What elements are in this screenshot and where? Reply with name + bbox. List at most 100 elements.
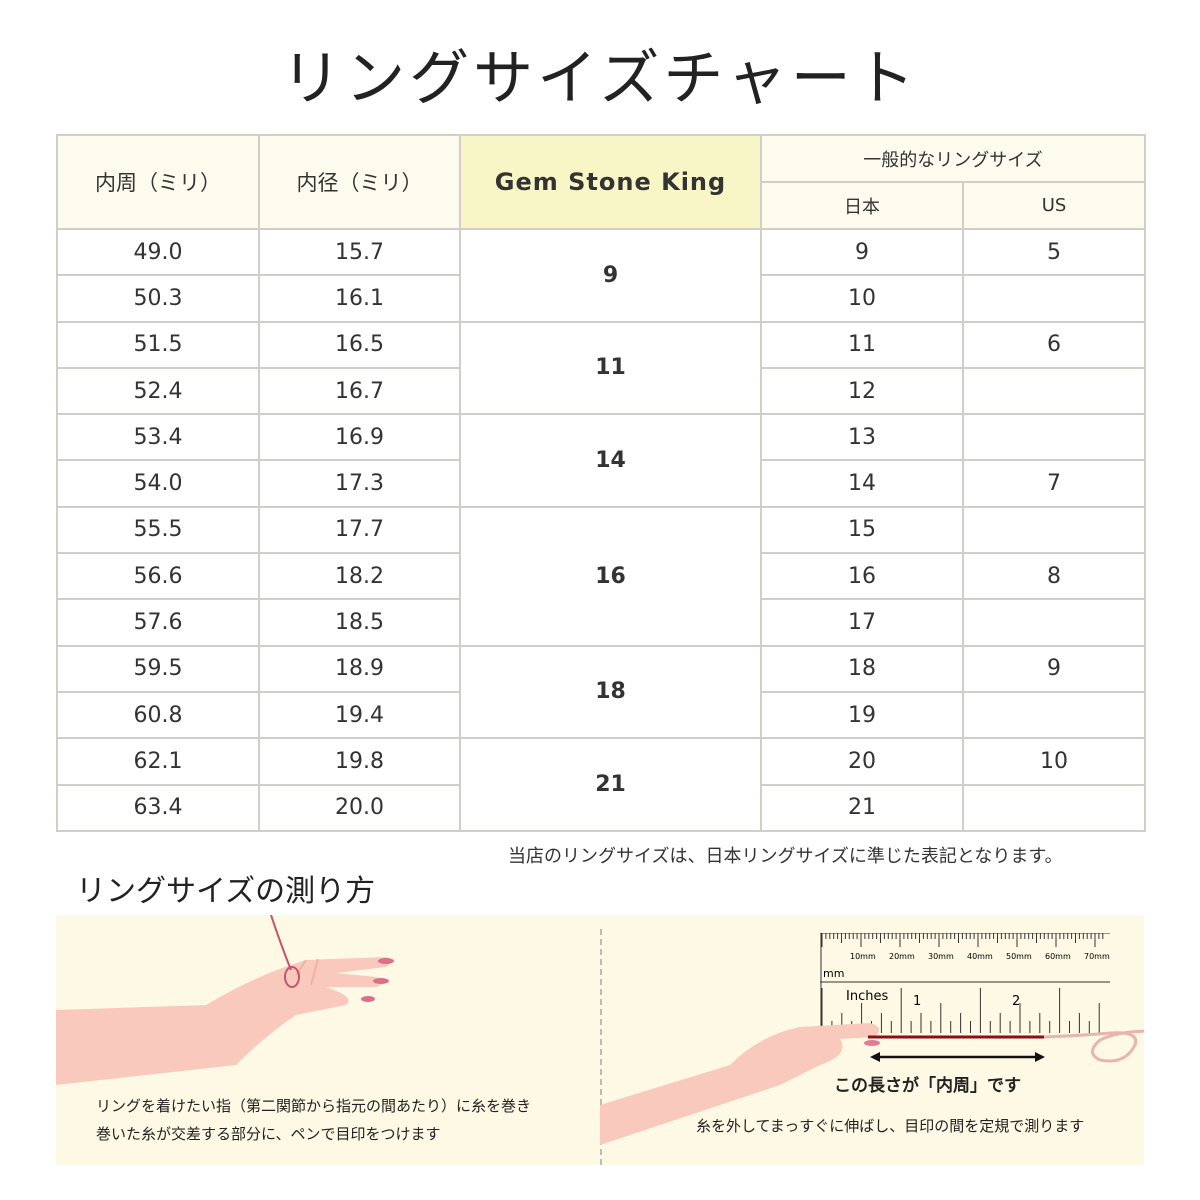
japan-size-cell: 16: [760, 552, 964, 601]
brand-size-cell: 11: [459, 320, 762, 416]
inner-diameter-cell: 16.5: [258, 320, 461, 369]
japan-size-cell: 19: [760, 690, 964, 740]
inner-diameter-cell: 20.0: [258, 783, 461, 832]
page-title: リングサイズチャート: [281, 44, 919, 114]
us-size-cell: 8: [962, 552, 1146, 601]
inner-diameter-cell: 17.7: [258, 505, 461, 555]
inner-circumference-cell: 63.4: [56, 783, 260, 832]
japan-size-cell: 9: [760, 227, 964, 277]
inner-diameter-cell: 17.3: [258, 459, 461, 508]
ruler-mm-label: 60mm: [1045, 952, 1071, 961]
header-inner-diameter: 内径（ミリ）: [258, 134, 461, 230]
ring-size-table: 内周（ミリ） 内径（ミリ） Gem Stone King 一般的なリングサイズ …: [56, 134, 1146, 832]
ruler-mm-label: 10mm: [850, 952, 876, 961]
inner-diameter-cell: 19.8: [258, 737, 461, 786]
inner-circumference-cell: 52.4: [56, 366, 260, 416]
brand-size-cell: 18: [459, 644, 762, 740]
inner-diameter-cell: 16.9: [258, 413, 461, 462]
inner-diameter-cell: 19.4: [258, 690, 461, 740]
brand-size-cell: 21: [459, 737, 762, 832]
inner-circumference-cell: 56.6: [56, 552, 260, 601]
brand-size-cell: 9: [459, 228, 762, 323]
header-general-size: 一般的なリングサイズ: [760, 134, 1146, 183]
japan-size-cell: 20: [760, 737, 964, 786]
ruler-mm-label: 20mm: [889, 952, 915, 961]
inner-circumference-cell: 53.4: [56, 413, 260, 462]
table-row: 52.4 16.7 12: [56, 366, 1146, 416]
table-row: 57.6 18.5 17: [56, 598, 1146, 647]
inner-diameter-cell: 16.7: [258, 366, 461, 416]
us-size-cell: [962, 366, 1146, 416]
japan-size-cell: 21: [760, 783, 964, 832]
header-brand: Gem Stone King: [459, 134, 762, 230]
inner-circumference-cell: 59.5: [56, 644, 260, 693]
us-size-cell: 6: [962, 320, 1146, 369]
step1-text-line1: リングを着けたい指（第二関節から指元の間あたり）に糸を巻き: [96, 1097, 532, 1115]
table-row: 60.8 19.4 19: [56, 690, 1146, 740]
table-row: 56.6 18.2 16 8: [56, 552, 1146, 601]
inner-diameter-cell: 18.9: [258, 644, 461, 693]
table-row: 63.4 20.0 21: [56, 783, 1146, 832]
hand-measuring-thread-illustration: [600, 1023, 1144, 1145]
inner-diameter-cell: 15.7: [258, 227, 461, 277]
table-row: 54.0 17.3 14 7: [56, 459, 1146, 508]
japan-size-cell: 11: [760, 320, 964, 369]
ruler-mm-unit: mm: [823, 967, 844, 980]
inner-circumference-cell: 54.0: [56, 459, 260, 508]
us-size-cell: [962, 690, 1146, 740]
inner-circumference-cell: 55.5: [56, 505, 260, 555]
header-japan: 日本: [760, 181, 964, 230]
inner-circumference-cell: 51.5: [56, 320, 260, 369]
howto-title: リングサイズの測り方: [76, 874, 376, 909]
inner-circumference-cell: 57.6: [56, 598, 260, 647]
table-row: 55.5 17.7 16 15: [56, 505, 1146, 647]
divider: [600, 929, 602, 1165]
inner-circumference-cell: 60.8: [56, 690, 260, 740]
inner-diameter-cell: 18.5: [258, 598, 461, 647]
japan-size-cell: 12: [760, 366, 964, 416]
inner-circumference-cell: 62.1: [56, 737, 260, 786]
step1-text-line2: 巻いた糸が交差する部分に、ペンで目印をつけます: [96, 1125, 441, 1143]
table-row: 62.1 19.8 21 20 10: [56, 737, 1146, 832]
us-size-cell: 9: [962, 644, 1146, 693]
japan-size-cell: 17: [760, 598, 964, 647]
ruler-mm-label: 50mm: [1006, 952, 1032, 961]
ruler-inch-unit: Inches: [846, 989, 888, 1004]
step2-text: 糸を外してまっすぐに伸ばし、目印の間を定規で測ります: [696, 1117, 1085, 1135]
us-size-cell: 5: [962, 227, 1146, 277]
table-row: 53.4 16.9 14 13: [56, 413, 1146, 508]
japan-size-cell: 15: [760, 505, 964, 555]
howto-panel: リングを着けたい指（第二関節から指元の間あたり）に糸を巻き 巻いた糸が交差する部…: [56, 915, 1144, 1165]
us-size-cell: [962, 598, 1146, 647]
us-size-cell: 10: [962, 737, 1146, 786]
table-row: 50.3 16.1 10: [56, 274, 1146, 323]
table-row: 59.5 18.9 18 18 9: [56, 644, 1146, 740]
inner-circumference-cell: 50.3: [56, 274, 260, 323]
us-size-cell: [962, 505, 1146, 555]
japan-size-cell: 18: [760, 644, 964, 693]
ruler-mm-label: 30mm: [928, 952, 954, 961]
inner-diameter-cell: 16.1: [258, 274, 461, 323]
ruler-mm-label: 40mm: [967, 952, 993, 961]
hand-wrapping-thread-illustration: [56, 915, 394, 1085]
table-row: 49.0 15.7 9 9 5: [56, 227, 1146, 323]
us-size-cell: [962, 274, 1146, 323]
ruler-inch-label: 2: [1012, 994, 1020, 1009]
us-size-cell: [962, 413, 1146, 462]
inner-diameter-cell: 18.2: [258, 552, 461, 601]
us-size-cell: [962, 783, 1146, 832]
inner-circumference-cell: 49.0: [56, 227, 260, 277]
inner-circumference-label: この長さが「内周」です: [834, 1076, 1021, 1096]
japan-size-cell: 14: [760, 459, 964, 508]
japan-size-cell: 10: [760, 274, 964, 323]
japan-size-cell: 13: [760, 413, 964, 462]
brand-size-cell: 14: [459, 413, 762, 508]
table-row: 51.5 16.5 11 11 6: [56, 320, 1146, 416]
size-note: 当店のリングサイズは、日本リングサイズに準じた表記となります。: [508, 846, 1063, 867]
header-us: US: [962, 181, 1146, 230]
us-size-cell: 7: [962, 459, 1146, 508]
ruler-mm-label: 70mm: [1084, 952, 1110, 961]
brand-size-cell: 16: [459, 505, 762, 647]
header-inner-circumference: 内周（ミリ）: [56, 134, 260, 230]
ruler-inch-label: 1: [913, 994, 921, 1009]
